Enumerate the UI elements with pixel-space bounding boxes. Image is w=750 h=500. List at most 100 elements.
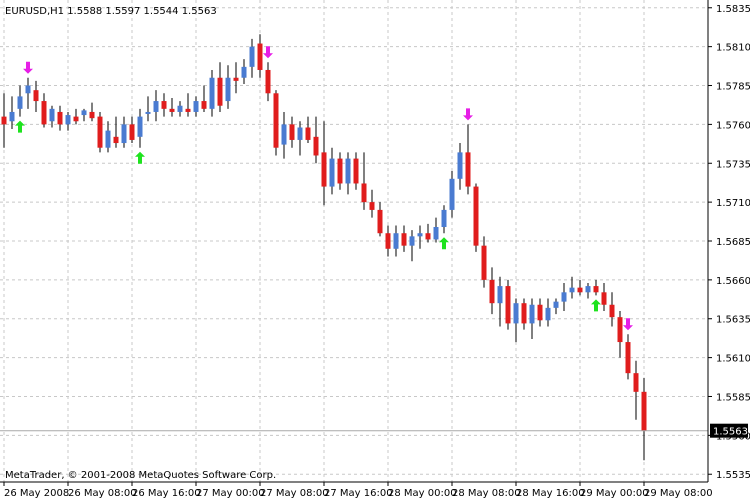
ohlc-bar [113,116,119,148]
ohlc-bar [33,80,39,112]
ohlc-bar [465,124,471,195]
ohlc-bar [473,183,479,252]
bar-body [561,292,567,302]
ohlc-bar [361,152,367,210]
bar-body [169,108,175,112]
bar-body [177,105,183,112]
bar-body [17,96,23,109]
ohlc-bar [41,93,47,128]
y-tick-label: 1.5735 [716,159,750,170]
y-tick-label: 1.5610 [716,354,750,365]
x-tick-label: 26 May 16:00 [132,488,201,499]
ohlc-bar [545,298,551,327]
ohlc-bar [25,77,31,109]
ohlc-bar [153,90,159,122]
ohlc-bar [281,111,287,159]
bar-body [353,158,359,184]
ohlc-bar [617,310,623,358]
bar-body [505,286,511,324]
ohlc-bar [401,225,407,252]
bar-body [377,209,383,234]
bar-body [601,292,607,305]
ohlc-bar [433,217,439,243]
bar-body [441,209,447,228]
ohlc-bar [385,225,391,257]
ohlc-bar [249,38,255,78]
ohlc-bar [305,116,311,144]
bar-body [609,304,615,318]
bar-body [409,236,415,246]
ohlc-bar [137,108,143,148]
ohlc-bar [177,101,183,117]
ohlc-bar [337,152,343,190]
ohlc-bar [489,267,495,315]
bar-body [617,317,623,343]
bar-body [41,101,47,125]
x-tick-label: 28 May 00:00 [388,488,457,499]
bar-body [257,43,263,70]
y-tick-label: 1.5685 [716,237,750,248]
sell-arrow-icon [263,46,273,59]
ohlc-bar [121,116,127,148]
ohlc-bar [193,96,199,117]
x-tick-label: 27 May 00:00 [196,488,265,499]
bar-body [9,111,15,122]
bar-body [585,286,591,293]
sell-arrow-icon [463,108,473,121]
ohlc-bar [497,276,503,327]
ohlc-bar [601,282,607,311]
bar-body [321,152,327,187]
ohlc-bar [513,298,519,343]
bar-body [73,116,79,122]
bar-body [33,90,39,102]
y-tick-label: 1.5710 [716,198,750,209]
bar-body [273,93,279,148]
ohlc-bar [233,62,239,94]
ohlc-bar [313,116,319,164]
ohlc-bars [1,34,647,461]
bar-body [89,111,95,119]
bar-body [297,127,303,140]
bar-body [489,279,495,304]
bar-body [185,108,191,112]
bar-body [401,233,407,246]
x-tick-label: 26 May 2008 [4,488,69,499]
bar-body [449,178,455,210]
ohlc-bar [185,93,191,117]
ohlc-bar [425,223,431,243]
ohlc-bar [481,236,487,288]
ohlc-bar [129,116,135,144]
bar-body [545,307,551,321]
bar-body [49,108,55,122]
bar-body [81,110,87,116]
bar-body [393,233,399,249]
x-tick-label: 28 May 16:00 [516,488,585,499]
bar-body [209,77,215,109]
ohlc-bar [145,96,151,122]
ohlc-bar [345,152,351,195]
y-tick-label: 1.5785 [716,82,750,93]
ohlc-bar [201,85,207,112]
ohlc-bar [65,111,71,131]
bar-body [641,391,647,431]
bar-body [201,101,207,109]
y-tick-label: 1.5835 [716,4,750,15]
bar-body [593,286,599,293]
ohlc-bar [241,59,247,84]
bar-body [465,152,471,187]
ohlc-bar [257,34,263,78]
ohlc-bar [353,152,359,190]
y-tick-label: 1.5635 [716,315,750,326]
ohlc-bar [609,292,615,327]
ohlc-bar [169,97,175,117]
bar-body [161,101,167,109]
bar-body [633,373,639,392]
bar-body [153,101,159,112]
ohlc-bar [569,276,575,299]
bar-body [361,183,367,203]
ohlc-bar [409,230,415,262]
ohlc-bar [369,189,375,218]
ohlc-bar [9,96,15,130]
